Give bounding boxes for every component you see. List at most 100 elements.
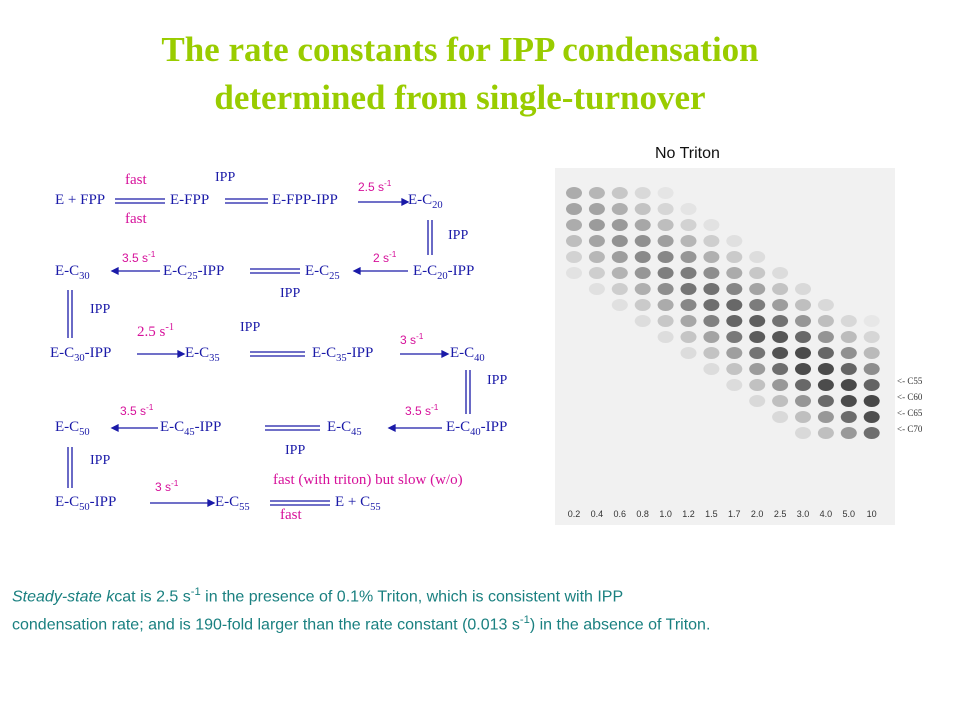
lane-label: 2.5 bbox=[773, 509, 787, 519]
gel-spot bbox=[817, 379, 834, 391]
gel-spot bbox=[726, 379, 743, 391]
scheme-node: E-C50 bbox=[55, 419, 90, 438]
node-suffix: -IPP bbox=[194, 419, 222, 435]
gel-spot bbox=[772, 331, 789, 343]
rate-label: 2.5 s-1 bbox=[137, 322, 174, 341]
gel-spot bbox=[703, 299, 720, 311]
gel-spot bbox=[795, 363, 811, 375]
gel-spot bbox=[795, 315, 811, 327]
gel-spot bbox=[749, 267, 766, 279]
scheme-node: E-C35-IPP bbox=[312, 345, 373, 364]
scheme-node: E-C40-IPP bbox=[446, 419, 507, 438]
ipp-label: IPP bbox=[240, 320, 261, 335]
gel-spot bbox=[726, 283, 743, 295]
gel-bands bbox=[566, 187, 880, 439]
gel-spot bbox=[611, 235, 628, 247]
gel-spot bbox=[657, 203, 674, 215]
gel-spot bbox=[566, 219, 582, 231]
gel-spot bbox=[795, 379, 811, 391]
gel-spot bbox=[703, 347, 720, 359]
gel-image bbox=[555, 168, 895, 525]
node-subscript: 20 bbox=[432, 200, 443, 211]
lane-label: 5.0 bbox=[842, 509, 856, 519]
node-text: E-C bbox=[55, 419, 80, 435]
rate-text: fast (with triton) but slow (w/o) bbox=[273, 472, 463, 488]
gel-spot bbox=[795, 331, 811, 343]
node-subscript: 40 bbox=[474, 353, 485, 364]
gel-spot bbox=[863, 331, 880, 343]
gel-spot bbox=[657, 331, 674, 343]
gel-label: No Triton bbox=[655, 145, 720, 162]
gel-spot bbox=[772, 411, 789, 423]
node-suffix: -IPP bbox=[89, 494, 117, 510]
gel-spot bbox=[634, 267, 651, 279]
lane-label: 0.6 bbox=[613, 509, 627, 519]
scheme-node: E-C25-IPP bbox=[163, 263, 224, 282]
scheme-node: E-C45-IPP bbox=[160, 419, 221, 438]
scheme-node: E + C55 bbox=[335, 494, 381, 513]
band-label: <- C70 bbox=[897, 424, 923, 434]
node-text: E-C bbox=[55, 494, 80, 510]
gel-spot bbox=[680, 235, 697, 247]
gel-spot bbox=[657, 299, 674, 311]
gel-spot bbox=[680, 251, 697, 263]
node-subscript: 30 bbox=[79, 271, 90, 282]
gel-spot bbox=[566, 203, 582, 215]
gel-spot bbox=[634, 251, 651, 263]
lane-label: 1.5 bbox=[705, 509, 718, 519]
gel-spot bbox=[657, 267, 674, 279]
rate-label: fast bbox=[280, 507, 302, 524]
gel-spot bbox=[680, 203, 697, 215]
gel-spot bbox=[772, 363, 789, 375]
gel-spot bbox=[863, 315, 880, 327]
caption-segment: condensation rate; and is 190-fold large… bbox=[12, 616, 520, 634]
node-suffix: -IPP bbox=[84, 345, 112, 361]
caption-segment: cat is 2.5 s bbox=[114, 588, 191, 606]
ipp-label: IPP bbox=[487, 373, 508, 388]
gel-spot bbox=[726, 267, 743, 279]
gel-spot bbox=[772, 379, 789, 391]
lane-label: 0.4 bbox=[590, 509, 604, 519]
gel-spot bbox=[863, 395, 880, 407]
node-text: E-C bbox=[163, 263, 188, 279]
rate-label: fast (with triton) but slow (w/o) bbox=[273, 472, 463, 489]
node-subscript: 55 bbox=[239, 502, 250, 513]
gel-spot bbox=[772, 283, 789, 295]
gel-spot bbox=[749, 331, 766, 343]
gel-spot bbox=[657, 251, 674, 263]
gel-spot bbox=[703, 331, 720, 343]
gel-spot bbox=[772, 347, 789, 359]
node-suffix: -IPP bbox=[197, 263, 225, 279]
caption-segment: -1 bbox=[519, 614, 530, 626]
gel-spot bbox=[840, 363, 857, 375]
title-line: determined from single-turnover bbox=[214, 78, 706, 117]
gel-spot bbox=[634, 299, 651, 311]
ipp-label: IPP bbox=[280, 286, 301, 301]
node-subscript: 45 bbox=[351, 427, 362, 438]
rate-text: 3 s bbox=[155, 480, 172, 494]
node-subscript: 30 bbox=[74, 353, 85, 364]
node-text: E-C bbox=[305, 263, 330, 279]
rate-text: 3.5 s bbox=[405, 404, 432, 418]
node-text: E + C bbox=[335, 494, 371, 510]
gel-spot bbox=[863, 363, 880, 375]
gel-spot bbox=[772, 299, 789, 311]
caption-segment: Steady-state k bbox=[12, 588, 115, 606]
scheme-node: E-C30-IPP bbox=[50, 345, 111, 364]
gel-spot bbox=[749, 315, 766, 327]
gel-spot bbox=[657, 235, 674, 247]
gel-spot bbox=[840, 411, 857, 423]
node-subscript: 55 bbox=[370, 502, 381, 513]
rate-text: 2 s bbox=[373, 251, 390, 265]
gel-spot bbox=[680, 331, 697, 343]
band-label: <- C60 bbox=[897, 392, 923, 402]
node-text: E-C bbox=[215, 494, 240, 510]
gel-spot bbox=[611, 251, 628, 263]
gel-spot bbox=[703, 363, 720, 375]
gel-spot bbox=[863, 379, 880, 391]
band-label: <- C65 bbox=[897, 408, 923, 418]
node-suffix: -IPP bbox=[346, 345, 374, 361]
rate-text: 3.5 s bbox=[120, 404, 147, 418]
gel-spot bbox=[611, 283, 628, 295]
